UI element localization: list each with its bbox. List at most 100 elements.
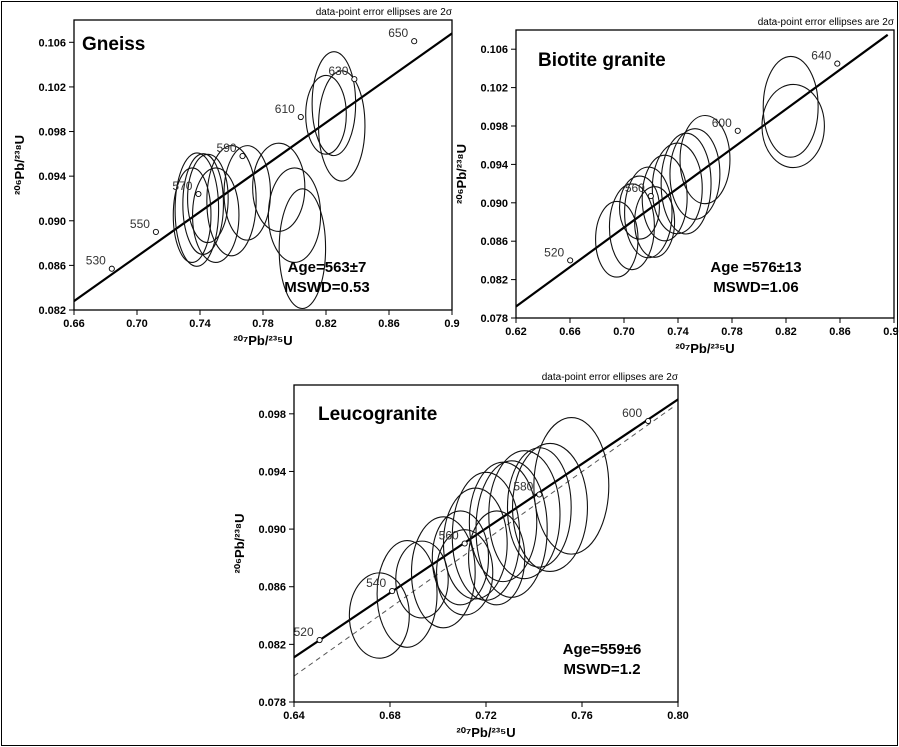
error-ellipse xyxy=(624,166,673,259)
plot-frame xyxy=(73,19,453,311)
error-ellipse xyxy=(376,540,438,648)
error-ellipse xyxy=(395,540,449,619)
x-tick-label: 0.66 xyxy=(63,318,84,330)
error-ellipse xyxy=(311,51,357,157)
x-tick-label: 0.70 xyxy=(613,326,634,338)
mswd-result: MSWD=1.06 xyxy=(713,279,798,296)
age-marker-label: 590 xyxy=(217,141,237,155)
x-axis-label: ²⁰⁷Pb/²³⁵U xyxy=(233,333,292,348)
error-ellipse xyxy=(317,70,366,182)
error-ellipse-note: data-point error ellipses are 2σ xyxy=(542,372,679,383)
age-marker-label: 530 xyxy=(86,254,106,268)
y-tick-label: 0.102 xyxy=(480,83,508,95)
error-ellipse xyxy=(172,167,212,263)
y-tick-label: 0.086 xyxy=(38,260,66,272)
y-tick-label: 0.094 xyxy=(258,466,286,478)
age-marker xyxy=(239,153,246,160)
error-ellipse xyxy=(618,175,660,240)
y-tick-label: 0.090 xyxy=(38,216,66,228)
y-axis-label: ²⁰⁶Pb/²³⁸U xyxy=(12,135,27,195)
error-ellipse xyxy=(533,417,610,555)
age-marker-label: 550 xyxy=(130,217,150,231)
y-tick-label: 0.098 xyxy=(480,121,508,133)
error-ellipse xyxy=(174,152,220,267)
age-marker xyxy=(152,228,159,235)
age-marker xyxy=(734,127,741,134)
error-ellipse xyxy=(267,167,322,263)
x-tick-label: 0.74 xyxy=(667,326,689,338)
plot-area xyxy=(516,33,889,308)
age-marker xyxy=(411,38,418,45)
mswd-result: MSWD=1.2 xyxy=(563,661,640,678)
plot-area xyxy=(74,32,452,310)
y-tick-label: 0.082 xyxy=(480,275,508,287)
error-ellipse xyxy=(305,74,347,155)
concordia-curve xyxy=(74,32,452,302)
age-marker xyxy=(567,257,574,264)
age-marker-label: 560 xyxy=(625,181,645,195)
x-tick-label: 0.80 xyxy=(667,710,688,722)
x-tick-label: 0.70 xyxy=(126,318,147,330)
y-tick-label: 0.106 xyxy=(38,37,66,49)
age-marker-label: 540 xyxy=(366,576,386,590)
error-ellipse xyxy=(651,142,703,235)
error-ellipse xyxy=(660,132,712,235)
error-ellipse xyxy=(506,447,572,568)
x-tick-label: 0.74 xyxy=(189,318,211,330)
y-tick-label: 0.106 xyxy=(480,44,508,56)
gneiss-panel: 530 550 570 590 610 630 650 0.66 0.70 0.74 0.78 0.8… xyxy=(12,7,460,348)
x-axis-label: ²⁰⁷Pb/²³⁵U xyxy=(675,341,734,356)
age-marker xyxy=(647,193,654,200)
error-ellipse xyxy=(436,529,494,616)
panel-title: Biotite granite xyxy=(538,50,666,71)
age-result: Age =576±13 xyxy=(710,259,801,276)
y-tick-label: 0.078 xyxy=(258,697,286,709)
y-tick-label: 0.094 xyxy=(38,171,66,183)
y-tick-label: 0.082 xyxy=(38,305,66,317)
x-tick-label: 0.86 xyxy=(829,326,850,338)
panel-title: Leucogranite xyxy=(318,404,437,425)
biotite-granite-panel: 520 560 600 640 0.62 0.66 0.70 0.74 0.78 0.82 0.86… xyxy=(454,17,899,356)
error-ellipse xyxy=(468,510,526,606)
error-ellipse xyxy=(206,145,257,257)
error-ellipse xyxy=(488,450,561,580)
concordia-curve xyxy=(516,33,889,308)
error-ellipse-note: data-point error ellipses are 2σ xyxy=(758,17,895,28)
x-tick-label: 0.90 xyxy=(883,326,899,338)
panel-title: Gneiss xyxy=(82,34,145,55)
age-marker xyxy=(536,491,543,498)
age-marker xyxy=(195,190,202,198)
age-marker xyxy=(461,540,468,547)
age-marker-label: 650 xyxy=(388,26,408,40)
age-marker xyxy=(297,113,304,121)
age-marker-label: 600 xyxy=(712,116,732,130)
x-tick-label: 0.82 xyxy=(315,318,336,330)
age-marker-label: 560 xyxy=(439,529,459,543)
error-ellipse xyxy=(410,516,476,629)
y-tick-label: 0.098 xyxy=(38,127,66,139)
x-tick-label: 0.78 xyxy=(252,318,273,330)
age-marker xyxy=(389,588,396,595)
y-tick-label: 0.078 xyxy=(480,313,508,325)
x-tick-label: 0.86 xyxy=(378,318,399,330)
error-ellipse xyxy=(191,167,240,263)
age-result: Age=563±7 xyxy=(288,259,367,276)
x-tick-label: 0.64 xyxy=(283,710,305,722)
error-ellipse xyxy=(348,572,410,659)
age-marker-label: 640 xyxy=(811,49,831,63)
age-marker-label: 630 xyxy=(328,64,348,78)
error-ellipse xyxy=(608,183,655,271)
x-tick-label: 0.66 xyxy=(559,326,580,338)
error-ellipse xyxy=(223,145,272,241)
y-tick-label: 0.090 xyxy=(258,524,286,536)
y-tick-label: 0.102 xyxy=(38,82,66,94)
age-marker-label: 600 xyxy=(622,406,642,420)
x-tick-label: 0.68 xyxy=(379,710,400,722)
concordia-curve xyxy=(294,398,678,659)
age-marker-label: 520 xyxy=(294,625,314,639)
age-marker xyxy=(108,265,115,272)
y-axis-label: ²⁰⁶Pb/²³⁸U xyxy=(454,144,469,204)
error-ellipse xyxy=(187,153,229,244)
age-marker xyxy=(834,60,841,67)
